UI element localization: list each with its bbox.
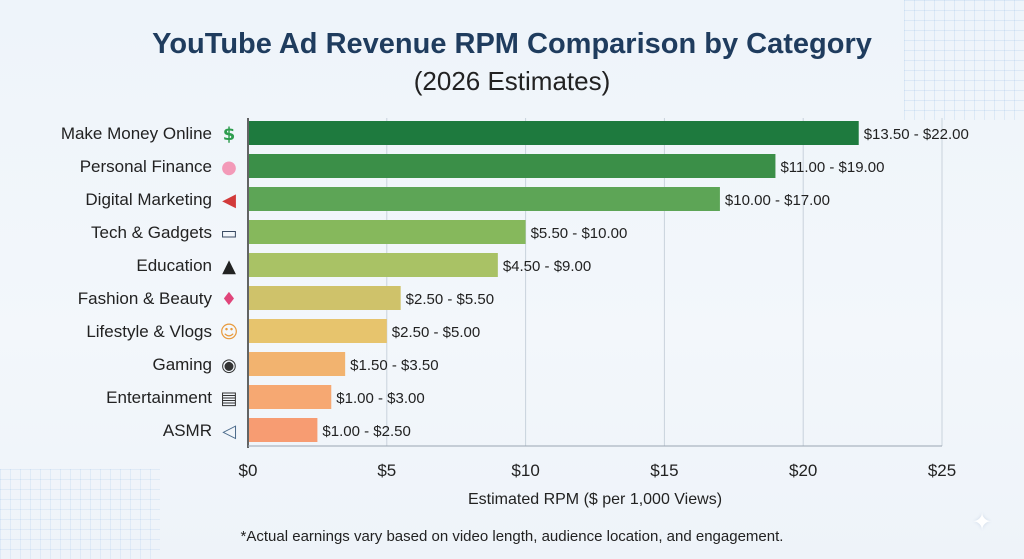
dress-icon: ♦ xyxy=(221,289,237,310)
x-axis-label: Estimated RPM ($ per 1,000 Views) xyxy=(468,491,722,508)
category-label: Entertainment xyxy=(106,388,212,407)
data-label: $4.50 - $9.00 xyxy=(503,258,591,275)
category-label: Fashion & Beauty xyxy=(78,289,213,308)
gamepad-icon: ◉ xyxy=(221,355,237,376)
category-label: Gaming xyxy=(152,355,212,374)
data-label: $2.50 - $5.00 xyxy=(392,324,480,341)
piggy-bank-icon: ● xyxy=(221,157,237,178)
x-tick-label: $20 xyxy=(789,461,817,480)
x-tick-label: $0 xyxy=(239,461,258,480)
bar-digital-marketing xyxy=(249,187,720,211)
data-label: $1.00 - $2.50 xyxy=(322,423,410,440)
bar-asmr xyxy=(249,418,318,442)
bar-fashion-beauty xyxy=(249,286,401,310)
category-label: Make Money Online xyxy=(61,124,212,143)
data-label: $2.50 - $5.50 xyxy=(406,291,494,308)
x-tick-label: $25 xyxy=(928,461,956,480)
category-label: Tech & Gadgets xyxy=(91,223,212,242)
data-label: $13.50 - $22.00 xyxy=(864,126,969,143)
graduation-cap-icon: ▲ xyxy=(222,256,236,277)
money-chart-icon: $ xyxy=(223,124,236,145)
bar-entertainment xyxy=(249,385,332,409)
bar-make-money-online xyxy=(249,121,859,145)
chart-subtitle: (2026 Estimates) xyxy=(413,66,611,96)
data-label: $1.00 - $3.00 xyxy=(336,390,424,407)
bar-tech-gadgets xyxy=(249,220,526,244)
category-label: Lifestyle & Vlogs xyxy=(86,322,212,341)
decorative-grid-bottom-left xyxy=(0,469,160,559)
data-label: $5.50 - $10.00 xyxy=(531,225,628,242)
sparkle-icon: ✦ xyxy=(972,509,993,536)
category-label: Digital Marketing xyxy=(85,190,212,209)
data-label: $10.00 - $17.00 xyxy=(725,192,830,209)
data-label: $11.00 - $19.00 xyxy=(780,159,884,176)
x-tick-label: $10 xyxy=(511,461,539,480)
bar-gaming xyxy=(249,352,346,376)
monitor-icon: ▭ xyxy=(220,223,237,244)
speaker-icon: ◁ xyxy=(222,421,236,442)
megaphone-icon: ◀ xyxy=(222,190,236,211)
x-tick-label: $5 xyxy=(377,461,396,480)
category-label: Personal Finance xyxy=(80,157,212,176)
decorative-grid-top-right xyxy=(904,0,1024,120)
person-vlogging-icon: ☺ xyxy=(220,322,239,343)
bar-education xyxy=(249,253,498,277)
category-label: Education xyxy=(136,256,212,275)
bar-lifestyle-vlogs xyxy=(249,319,387,343)
bar-personal-finance xyxy=(249,154,776,178)
chart-title: YouTube Ad Revenue RPM Comparison by Cat… xyxy=(152,28,872,60)
data-label: $1.50 - $3.50 xyxy=(350,357,438,374)
category-label: ASMR xyxy=(163,421,212,440)
x-tick-label: $15 xyxy=(650,461,678,480)
chart-footnote: *Actual earnings vary based on video len… xyxy=(240,528,784,545)
clapperboard-icon: ▤ xyxy=(220,388,237,409)
